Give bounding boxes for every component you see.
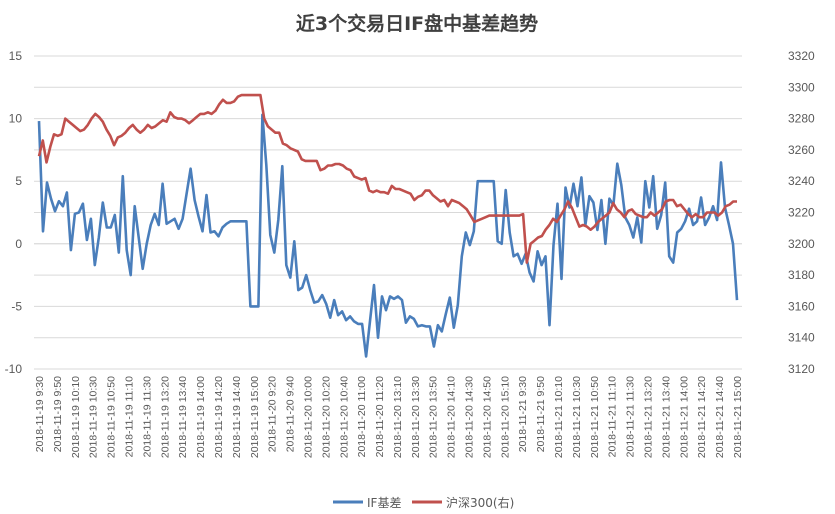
left-tick-label: 0 <box>15 237 22 251</box>
right-tick-label: 3300 <box>788 80 815 94</box>
left-tick-label: -10 <box>5 362 23 376</box>
x-tick-label: 2018-11-21 9:50 <box>535 376 547 452</box>
x-tick-label: 2018-11-20 9:40 <box>285 376 297 452</box>
x-tick-label: 2018-11-21 9:30 <box>517 376 529 452</box>
x-tick-label: 2018-11-21 11:10 <box>607 376 619 458</box>
right-tick-label: 3280 <box>788 112 815 126</box>
x-tick-label: 2018-11-19 14:00 <box>195 376 207 458</box>
series-line-csi300 <box>37 93 737 264</box>
x-tick-label: 2018-11-20 10:40 <box>338 376 350 458</box>
x-tick-label: 2018-11-19 10:30 <box>88 376 100 458</box>
right-tick-label: 3140 <box>788 331 815 345</box>
series-line-if-basis <box>37 113 739 358</box>
right-y-axis: 3320 3300 3280 3260 3240 3220 3200 3180 3160 3140… <box>788 49 815 376</box>
x-tick-label: 2018-11-21 13:20 <box>643 376 655 458</box>
x-tick-label: 2018-11-19 9:30 <box>34 376 46 452</box>
x-tick-label: 2018-11-20 10:00 <box>302 376 314 458</box>
right-tick-label: 3160 <box>788 299 815 313</box>
x-tick-label: 2018-11-21 14:40 <box>714 376 726 458</box>
right-tick-label: 3220 <box>788 206 815 220</box>
series-layer <box>37 93 739 358</box>
chart-title: 近3个交易日IF盘中基差趋势 <box>296 12 538 35</box>
x-tick-label: 2018-11-20 9:20 <box>267 376 279 452</box>
legend: IF基差 沪深300(右) <box>333 495 514 510</box>
x-tick-label: 2018-11-19 10:50 <box>106 376 118 458</box>
x-axis: 2018-11-19 9:30 2018-11-19 9:50 2018-11-19… <box>34 376 744 458</box>
x-tick-label: 2018-11-21 15:00 <box>732 376 744 458</box>
legend-label-if-basis: IF基差 <box>367 496 401 510</box>
x-tick-label: 2018-11-20 13:10 <box>392 376 404 458</box>
x-tick-label: 2018-11-19 14:20 <box>213 376 225 458</box>
x-tick-label: 2018-11-21 10:10 <box>553 376 565 458</box>
right-tick-label: 3200 <box>788 237 815 251</box>
x-tick-label: 2018-11-21 10:30 <box>571 376 583 458</box>
x-tick-label: 2018-11-19 10:10 <box>70 376 82 458</box>
x-tick-label: 2018-11-19 14:40 <box>231 376 243 458</box>
x-tick-label: 2018-11-20 11:20 <box>374 376 386 458</box>
x-tick-label: 2018-11-20 13:30 <box>410 376 422 458</box>
left-y-axis: 15 10 5 0 -5 -10 <box>5 49 23 376</box>
x-tick-label: 2018-11-19 15:00 <box>249 376 261 458</box>
right-tick-label: 3240 <box>788 174 815 188</box>
left-tick-label: 5 <box>15 174 22 188</box>
x-tick-label: 2018-11-21 11:30 <box>625 376 637 458</box>
x-tick-label: 2018-11-20 14:30 <box>464 376 476 458</box>
x-tick-label: 2018-11-19 13:20 <box>159 376 171 458</box>
right-tick-label: 3120 <box>788 362 815 376</box>
gridlines <box>34 55 742 370</box>
x-tick-label: 2018-11-20 11:00 <box>356 376 368 458</box>
x-tick-label: 2018-11-21 14:20 <box>696 376 708 458</box>
x-tick-label: 2018-11-21 13:40 <box>660 376 672 458</box>
x-tick-label: 2018-11-20 10:20 <box>320 376 332 458</box>
x-tick-label: 2018-11-19 9:50 <box>52 376 64 452</box>
x-tick-label: 2018-11-19 11:10 <box>123 376 135 458</box>
x-tick-label: 2018-11-21 10:50 <box>589 376 601 458</box>
x-tick-label: 2018-11-20 15:10 <box>499 376 511 458</box>
legend-label-csi300: 沪深300(右) <box>446 495 514 510</box>
right-tick-label: 3320 <box>788 49 815 63</box>
x-tick-label: 2018-11-20 13:50 <box>428 376 440 458</box>
x-tick-label: 2018-11-20 14:50 <box>481 376 493 458</box>
left-tick-label: 10 <box>9 112 23 126</box>
left-tick-label: -5 <box>11 299 22 313</box>
x-tick-label: 2018-11-20 14:10 <box>446 376 458 458</box>
x-tick-label: 2018-11-19 11:30 <box>141 376 153 458</box>
x-tick-label: 2018-11-19 13:40 <box>177 376 189 458</box>
left-tick-label: 15 <box>9 49 23 63</box>
x-tick-label: 2018-11-21 14:00 <box>678 376 690 458</box>
right-tick-label: 3180 <box>788 268 815 282</box>
right-tick-label: 3260 <box>788 143 815 157</box>
